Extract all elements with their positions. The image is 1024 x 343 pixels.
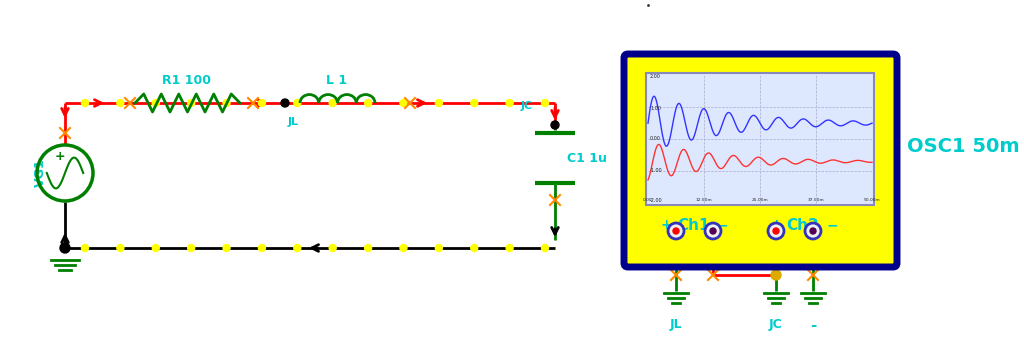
Circle shape — [258, 245, 265, 251]
Text: +: + — [770, 218, 781, 232]
Circle shape — [187, 245, 195, 251]
Bar — [646, 73, 874, 205]
Circle shape — [117, 245, 124, 251]
Circle shape — [365, 99, 372, 106]
Text: L 1: L 1 — [327, 74, 347, 87]
Circle shape — [471, 245, 478, 251]
Circle shape — [329, 99, 336, 106]
Circle shape — [281, 99, 289, 107]
Circle shape — [673, 228, 679, 234]
Text: JC: JC — [769, 318, 783, 331]
Circle shape — [82, 99, 88, 106]
Text: -2.00: -2.00 — [650, 199, 663, 203]
Circle shape — [223, 99, 230, 106]
Circle shape — [258, 99, 265, 106]
Circle shape — [153, 245, 160, 251]
Circle shape — [705, 223, 721, 239]
Text: 25.00m: 25.00m — [752, 198, 768, 202]
Circle shape — [542, 99, 549, 106]
Text: 37.50m: 37.50m — [808, 198, 824, 202]
Circle shape — [542, 245, 549, 251]
Text: R1 100: R1 100 — [163, 74, 212, 87]
Circle shape — [435, 245, 442, 251]
Text: JL: JL — [670, 318, 682, 331]
Circle shape — [117, 99, 124, 106]
Circle shape — [435, 99, 442, 106]
Circle shape — [400, 99, 407, 106]
Circle shape — [400, 245, 407, 251]
Text: 50.00m: 50.00m — [863, 198, 881, 202]
Text: +: + — [660, 218, 672, 232]
Circle shape — [82, 245, 88, 251]
Circle shape — [294, 99, 301, 106]
Circle shape — [771, 270, 781, 280]
Circle shape — [329, 245, 336, 251]
Circle shape — [187, 99, 195, 106]
Text: Ch1: Ch1 — [677, 217, 710, 233]
Circle shape — [153, 99, 160, 106]
Text: +: + — [54, 150, 66, 163]
Text: OSC1 50m: OSC1 50m — [907, 137, 1020, 155]
FancyBboxPatch shape — [624, 54, 897, 267]
Circle shape — [223, 245, 230, 251]
Circle shape — [471, 99, 478, 106]
Circle shape — [768, 223, 784, 239]
Text: JL: JL — [288, 117, 299, 127]
Circle shape — [710, 228, 716, 234]
Circle shape — [506, 99, 513, 106]
Text: -1.00: -1.00 — [650, 167, 663, 173]
Text: 1.00: 1.00 — [650, 106, 660, 110]
Text: 12.50m: 12.50m — [695, 198, 713, 202]
Circle shape — [60, 243, 70, 253]
Circle shape — [805, 223, 821, 239]
Circle shape — [506, 245, 513, 251]
Text: 2.00: 2.00 — [650, 74, 660, 80]
Text: VG1: VG1 — [34, 159, 46, 187]
Text: -: - — [810, 318, 816, 333]
Circle shape — [668, 223, 684, 239]
Circle shape — [365, 245, 372, 251]
Text: −: − — [826, 218, 838, 232]
Text: 0.00: 0.00 — [650, 137, 660, 142]
Text: −: − — [716, 218, 728, 232]
Circle shape — [294, 245, 301, 251]
Circle shape — [810, 228, 816, 234]
Circle shape — [773, 228, 779, 234]
Circle shape — [551, 121, 559, 129]
Text: C1 1u: C1 1u — [567, 152, 607, 165]
Text: JC: JC — [521, 101, 534, 111]
Text: 0.00: 0.00 — [643, 198, 653, 202]
Text: Ch2: Ch2 — [786, 217, 819, 233]
